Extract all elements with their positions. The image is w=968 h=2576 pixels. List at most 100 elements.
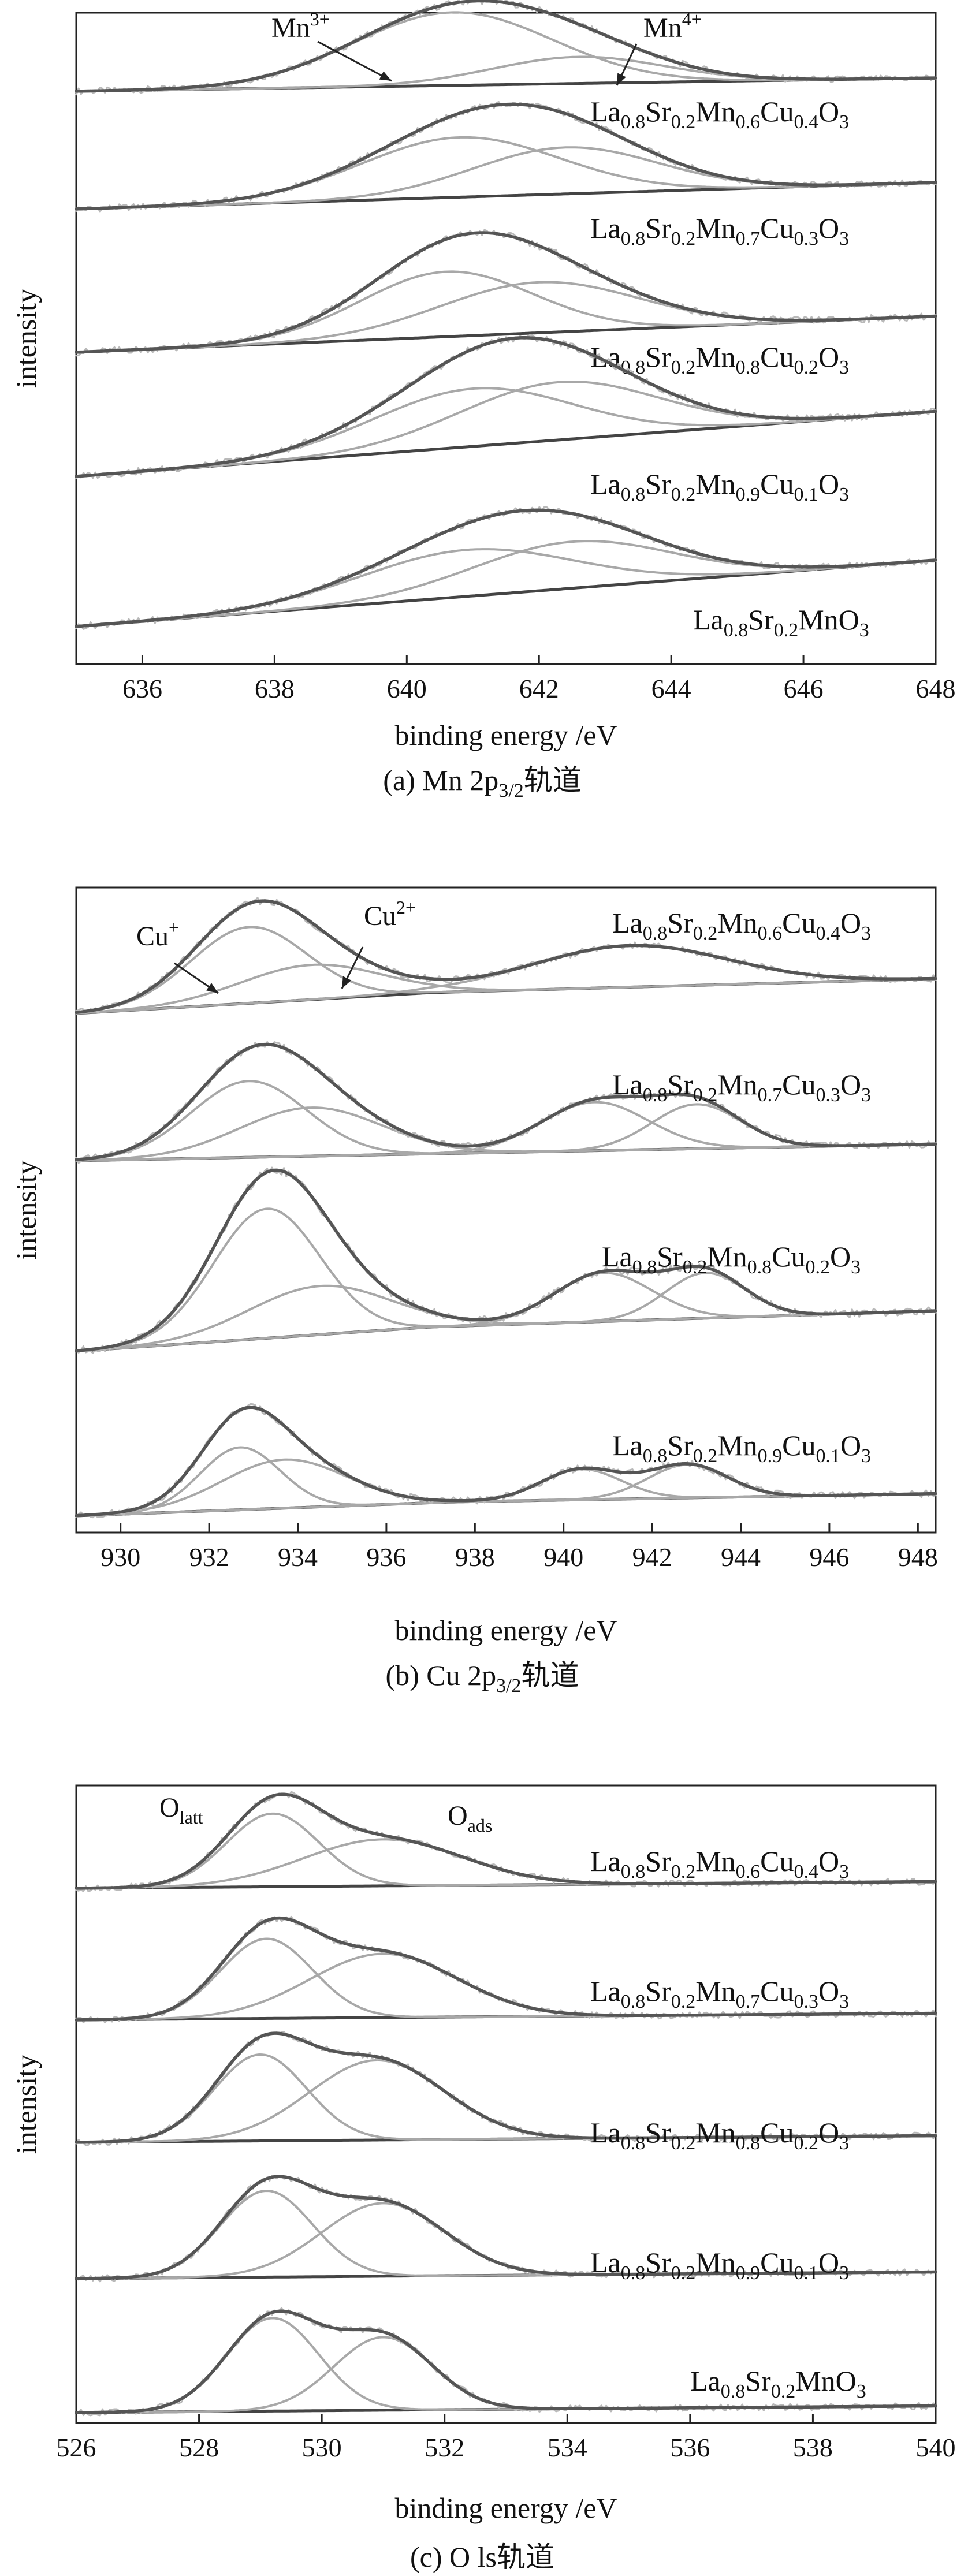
caption-suffix: 轨道: [524, 764, 582, 796]
plot-frame: [75, 12, 937, 665]
envelope-line: [75, 1168, 937, 1353]
label-subscript: 3: [839, 2262, 849, 2284]
y-axis-label: intensity: [10, 289, 42, 388]
spectrum-2: La0.8Sr0.2Mn0.7Cu0.3O3: [75, 101, 937, 249]
label-element: Mn: [695, 95, 735, 128]
label-subscript: 3: [839, 1861, 849, 1882]
label-element: O: [840, 907, 861, 939]
label-subscript: 0.2: [774, 620, 799, 641]
label-element: O: [818, 2116, 839, 2149]
peak-label: Cu2+: [364, 897, 416, 931]
label-element: O: [818, 95, 839, 128]
chart-panel-2: 930 932 934 936 938 940 942 944 946 948 binding en…: [10, 886, 938, 1697]
label-element: Mn: [717, 1068, 757, 1101]
spectrum-2: La0.8Sr0.2Mn0.7Cu0.3O3: [75, 1915, 937, 2023]
label-element: O: [818, 212, 839, 244]
label-subscript: 0.8: [747, 1257, 772, 1278]
label-subscript: 0.4: [794, 111, 819, 133]
peak-label-base: Cu: [136, 921, 169, 952]
peak-label-subscript: ads: [468, 1815, 493, 1836]
label-element: Sr: [645, 95, 671, 128]
x-tick-label: 940: [543, 1542, 583, 1572]
peak-label: Mn4+: [643, 9, 702, 43]
label-subscript: 0.2: [671, 484, 696, 505]
label-element: Sr: [645, 341, 671, 373]
label-subscript: 0.8: [621, 111, 646, 133]
label-subscript: 0.2: [693, 1445, 718, 1467]
label-subscript: 0.2: [671, 2262, 696, 2284]
y-axis-label: intensity: [10, 1160, 42, 1259]
label-element: Cu: [760, 2246, 794, 2279]
sample-label: La0.8Sr0.2Mn0.8Cu0.2O3: [590, 341, 849, 378]
label-subscript: 0.2: [671, 2133, 696, 2154]
envelope-line: [75, 336, 937, 478]
label-element: Sr: [645, 2246, 671, 2279]
component-peak: [75, 944, 937, 1015]
label-subscript: 0.8: [621, 1991, 646, 2012]
label-element: La: [590, 95, 621, 128]
plot-frame: [75, 886, 937, 1534]
arrow-head: [379, 71, 392, 81]
x-tick-label: 934: [278, 1542, 318, 1572]
label-subscript: 3: [839, 357, 849, 378]
label-element: La: [690, 2365, 721, 2397]
label-subscript: 0.2: [683, 1257, 708, 1278]
envelope-line: [75, 0, 937, 93]
spectrum-3: La0.8Sr0.2Mn0.8Cu0.2O3: [75, 1166, 937, 1354]
spectrum-2: La0.8Sr0.2Mn0.7Cu0.3O3: [75, 1041, 937, 1164]
envelope-line: [75, 102, 937, 211]
label-element: La: [590, 2116, 621, 2149]
label-element: Mn: [717, 907, 757, 939]
x-tick-label: 938: [455, 1542, 495, 1572]
spectrum-3: La0.8Sr0.2Mn0.8Cu0.2O3: [75, 2030, 937, 2154]
peak-label-superscript: 2+: [396, 897, 416, 918]
label-subscript: 0.6: [736, 1861, 761, 1882]
chart-panel-3: 526 528 530 532 534 536 538 540 binding energy /…: [10, 1784, 956, 2573]
label-element: La: [590, 2246, 621, 2279]
label-subscript: 0.6: [758, 923, 783, 944]
sample-label: La0.8Sr0.2MnO3: [693, 603, 869, 641]
x-tick-label: 536: [670, 2433, 710, 2462]
sample-label: La0.8Sr0.2Mn0.6Cu0.4O3: [612, 907, 871, 944]
spectrum-5: La0.8Sr0.2MnO3: [75, 506, 937, 641]
label-subscript: 0.7: [736, 228, 761, 249]
label-subscript: 0.2: [671, 111, 696, 133]
x-axis-label: binding energy /eV: [394, 719, 617, 751]
envelope-line: [75, 899, 937, 1015]
label-subscript: 0.8: [621, 2262, 646, 2284]
label-subscript: 0.8: [632, 1257, 657, 1278]
x-tick-label: 946: [809, 1542, 849, 1572]
label-element: Cu: [760, 2116, 794, 2149]
component-peak: [75, 136, 937, 210]
raw-data-line: [75, 1041, 937, 1164]
spectrum-1: La0.8Sr0.2Mn0.6Cu0.4O3: [75, 0, 937, 133]
label-element: Cu: [772, 1240, 805, 1273]
label-subscript: 0.6: [736, 111, 761, 133]
label-subscript: 0.2: [806, 1257, 831, 1278]
label-element: Cu: [760, 1845, 794, 1877]
label-element: Sr: [645, 468, 671, 500]
envelope-line: [75, 1792, 937, 1890]
component-peak: [75, 1103, 937, 1162]
caption-suffix: 轨道: [497, 2541, 554, 2573]
label-subscript: 0.8: [621, 228, 646, 249]
envelope-line: [75, 508, 937, 628]
x-tick-label: 538: [793, 2433, 833, 2462]
sample-label: La0.8Sr0.2Mn0.7Cu0.3O3: [590, 212, 849, 249]
label-element: La: [590, 212, 621, 244]
peak-label: Mn3+: [271, 9, 330, 43]
label-subscript: 3: [851, 1257, 861, 1278]
label-element: La: [602, 1240, 632, 1273]
label-element: Cu: [760, 95, 794, 128]
label-element: Sr: [645, 1845, 671, 1877]
label-subscript: 3: [839, 1991, 849, 2012]
x-tick-label: 930: [100, 1542, 140, 1572]
sample-label: La0.8Sr0.2Mn0.8Cu0.2O3: [602, 1240, 861, 1278]
label-subscript: 0.9: [736, 2262, 761, 2284]
y-axis-label: intensity: [10, 2055, 42, 2154]
label-element: Cu: [782, 1429, 816, 1462]
peak-label-superscript: 4+: [682, 9, 702, 29]
label-element: O: [830, 1240, 851, 1273]
sample-label: La0.8Sr0.2Mn0.9Cu0.1O3: [590, 2246, 849, 2284]
label-element: Mn: [717, 1429, 757, 1462]
